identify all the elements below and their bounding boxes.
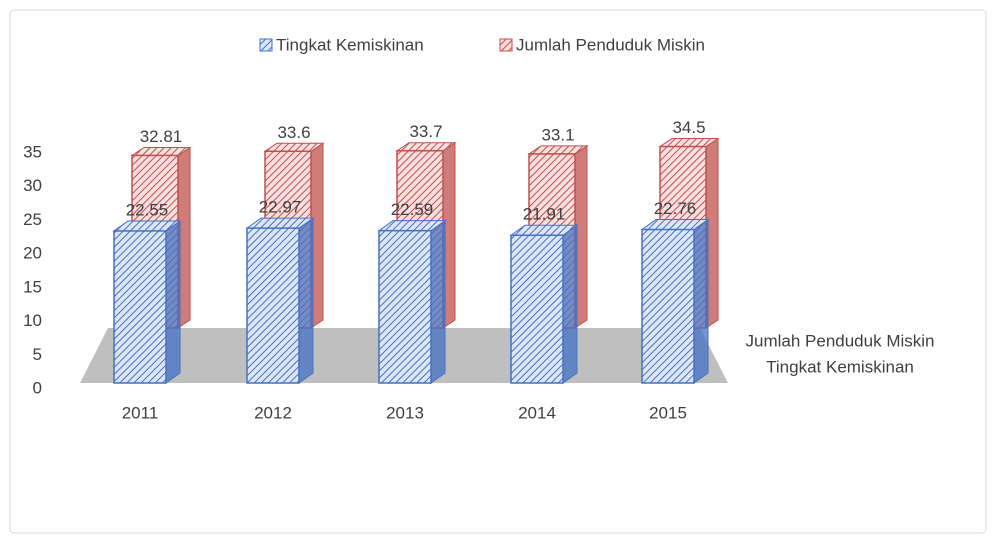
bar-side bbox=[562, 224, 578, 384]
x-tick-label: 2012 bbox=[254, 403, 292, 422]
bar bbox=[246, 227, 300, 384]
bar-side bbox=[693, 218, 709, 384]
bar-side bbox=[430, 219, 446, 384]
y-tick-label: 35 bbox=[23, 142, 42, 161]
data-label: 22.97 bbox=[259, 198, 302, 217]
data-label: 34.5 bbox=[672, 118, 705, 137]
legend-label: Jumlah Penduduk Miskin bbox=[516, 35, 705, 54]
x-tick-label: 2013 bbox=[386, 403, 424, 422]
y-tick-label: 15 bbox=[23, 277, 42, 296]
data-label: 21.91 bbox=[523, 205, 566, 224]
data-label: 22.55 bbox=[126, 200, 169, 219]
legend-swatch bbox=[259, 38, 273, 52]
legend-swatch bbox=[499, 38, 513, 52]
bar-side bbox=[298, 217, 314, 384]
depth-label: Jumlah Penduduk Miskin bbox=[746, 331, 935, 350]
data-label: 32.81 bbox=[140, 127, 183, 146]
data-label: 33.6 bbox=[277, 123, 310, 142]
y-tick-label: 0 bbox=[33, 378, 42, 397]
data-label: 22.59 bbox=[391, 200, 434, 219]
data-label: 22.76 bbox=[654, 199, 697, 218]
y-tick-label: 25 bbox=[23, 210, 42, 229]
chart-frame bbox=[9, 9, 987, 534]
data-label: 33.1 bbox=[541, 125, 574, 144]
bar bbox=[641, 228, 695, 384]
depth-label: Tingkat Kemiskinan bbox=[766, 357, 914, 376]
y-tick-label: 10 bbox=[23, 311, 42, 330]
x-tick-label: 2011 bbox=[122, 403, 159, 422]
bar bbox=[113, 230, 167, 384]
data-label: 33.7 bbox=[409, 122, 442, 141]
y-tick-label: 30 bbox=[23, 176, 42, 195]
x-tick-label: 2015 bbox=[649, 403, 687, 422]
x-tick-label: 2014 bbox=[518, 403, 556, 422]
bar-side bbox=[165, 219, 181, 384]
bar bbox=[510, 234, 564, 384]
y-tick-label: 5 bbox=[33, 345, 42, 364]
y-tick-label: 20 bbox=[23, 244, 42, 263]
legend-label: Tingkat Kemiskinan bbox=[276, 35, 424, 54]
bar bbox=[378, 229, 432, 384]
